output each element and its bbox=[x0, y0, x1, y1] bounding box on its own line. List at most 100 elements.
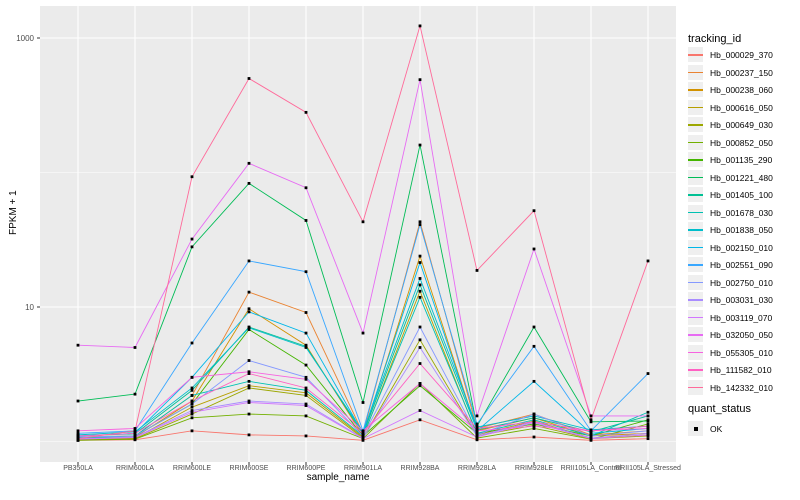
legend-swatch-line bbox=[688, 281, 703, 284]
legend-swatch-line bbox=[688, 334, 703, 336]
data-point bbox=[190, 409, 194, 412]
data-point bbox=[190, 412, 194, 416]
legend-item-label: Hb_000238_060 bbox=[710, 85, 773, 95]
x-tick-label-RRIM600PE: RRIM600PE bbox=[286, 465, 326, 472]
data-point bbox=[418, 24, 422, 28]
data-point bbox=[418, 220, 422, 224]
data-point bbox=[133, 429, 137, 433]
legend-swatch-line bbox=[688, 211, 703, 214]
data-point bbox=[190, 416, 194, 420]
quant-ok-label: OK bbox=[710, 424, 723, 434]
legend-key bbox=[688, 99, 703, 115]
data-point bbox=[190, 388, 194, 392]
data-point bbox=[247, 386, 251, 390]
data-point bbox=[532, 209, 536, 213]
data-point bbox=[247, 328, 251, 331]
data-point bbox=[646, 259, 650, 263]
data-point bbox=[76, 429, 80, 433]
data-point bbox=[418, 78, 422, 82]
legend-swatch-line bbox=[688, 369, 703, 371]
data-point bbox=[418, 261, 422, 264]
data-point bbox=[418, 409, 422, 412]
data-point bbox=[247, 259, 251, 263]
x-tick-label-RRIM600SE: RRIM600SE bbox=[229, 465, 269, 472]
data-point bbox=[589, 437, 593, 441]
legend-swatch-line bbox=[688, 386, 703, 389]
data-point bbox=[646, 419, 650, 423]
legend-item-label: Hb_001405_100 bbox=[710, 190, 773, 200]
data-point bbox=[247, 326, 251, 330]
data-point bbox=[190, 375, 194, 379]
data-point bbox=[646, 433, 650, 437]
legend-swatch-line bbox=[688, 264, 703, 266]
legend-swatch-line bbox=[688, 159, 703, 161]
data-point bbox=[304, 311, 308, 314]
data-point bbox=[190, 386, 194, 390]
quant-ok-square-icon bbox=[693, 426, 698, 431]
data-point bbox=[190, 394, 194, 397]
data-point bbox=[532, 412, 536, 416]
data-point bbox=[532, 344, 536, 348]
data-point bbox=[247, 401, 251, 404]
x-tick-label-RRIM901LA: RRIM901LA bbox=[343, 465, 383, 472]
data-point bbox=[76, 343, 80, 347]
data-point bbox=[475, 431, 479, 435]
x-tick-label-RRII105LA_Control: RRII105LA_Control bbox=[560, 465, 622, 472]
quant-ok-key bbox=[688, 421, 703, 436]
data-point bbox=[247, 379, 251, 383]
data-point bbox=[418, 223, 422, 226]
legend-item-label: Hb_001221_480 bbox=[710, 172, 773, 183]
data-point bbox=[247, 433, 251, 437]
data-point bbox=[475, 422, 479, 426]
data-point bbox=[532, 427, 536, 430]
data-point bbox=[532, 247, 536, 251]
data-point bbox=[247, 161, 251, 165]
data-point bbox=[418, 295, 422, 299]
data-point bbox=[304, 404, 308, 407]
data-point bbox=[76, 431, 80, 435]
data-point bbox=[532, 418, 536, 422]
legend-key bbox=[688, 257, 703, 272]
data-point bbox=[133, 436, 137, 439]
data-point bbox=[190, 245, 194, 249]
data-point bbox=[247, 384, 251, 388]
data-point bbox=[418, 289, 422, 293]
legend-key bbox=[688, 239, 703, 255]
data-point bbox=[418, 384, 422, 388]
data-point bbox=[190, 405, 194, 409]
legend-key bbox=[688, 169, 703, 185]
data-point bbox=[304, 377, 308, 381]
data-point bbox=[304, 394, 308, 397]
legend-key bbox=[688, 362, 703, 377]
data-point bbox=[475, 429, 479, 433]
data-point bbox=[418, 382, 422, 385]
legend-item-label: Hb_000649_030 bbox=[710, 120, 773, 130]
legend-swatch-line bbox=[688, 229, 703, 231]
legend-key bbox=[688, 379, 703, 395]
legend-item-label: Hb_003031_030 bbox=[710, 295, 773, 305]
data-point bbox=[646, 429, 650, 433]
data-point bbox=[418, 325, 422, 329]
legend-key bbox=[688, 152, 703, 167]
data-point bbox=[418, 362, 422, 365]
data-point bbox=[304, 331, 308, 335]
legend-swatch-line bbox=[688, 54, 703, 56]
data-point bbox=[247, 412, 251, 416]
data-point bbox=[361, 434, 365, 438]
data-point bbox=[418, 418, 422, 422]
data-point bbox=[646, 424, 650, 428]
data-point bbox=[532, 435, 536, 439]
data-point bbox=[475, 438, 479, 442]
data-point bbox=[475, 269, 479, 272]
data-point bbox=[304, 186, 308, 190]
legend-item-label: Hb_000616_050 bbox=[710, 102, 773, 113]
data-point bbox=[589, 418, 593, 422]
data-point bbox=[247, 181, 251, 185]
data-point bbox=[247, 290, 251, 294]
legend-item-label: Hb_000029_370 bbox=[710, 50, 773, 60]
data-point bbox=[190, 429, 194, 433]
data-point bbox=[304, 391, 308, 395]
legend-swatch-line bbox=[688, 176, 703, 179]
